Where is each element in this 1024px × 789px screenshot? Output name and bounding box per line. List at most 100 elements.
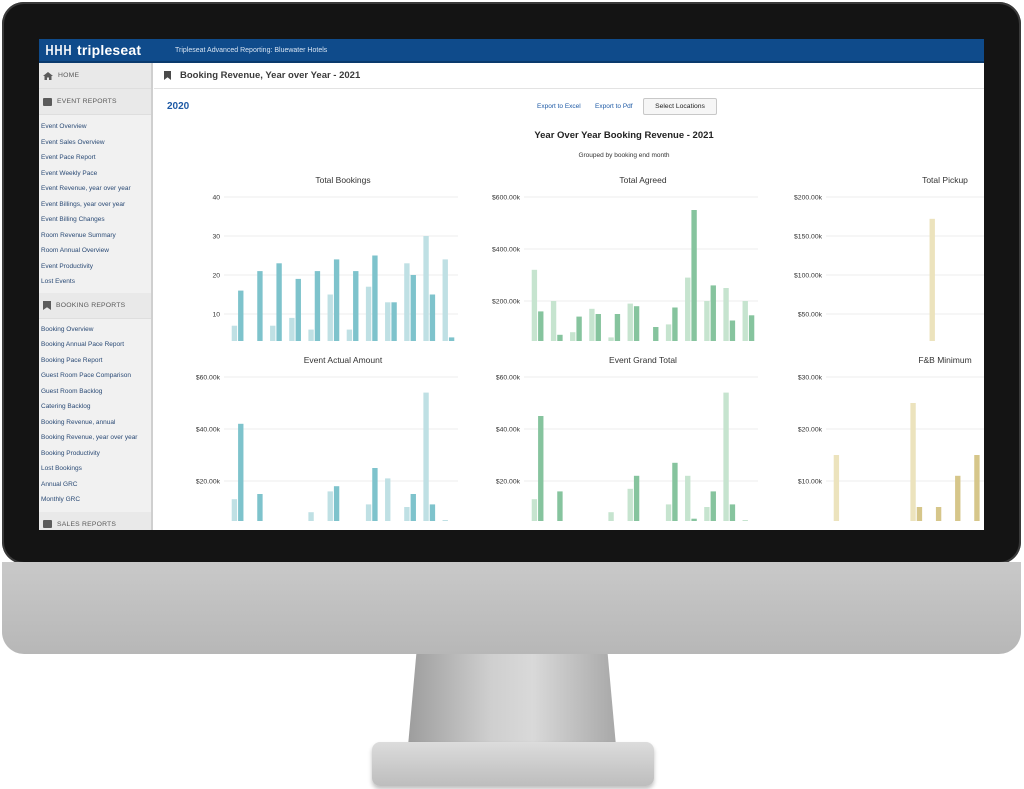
sidebar-item-event-weekly-pace[interactable]: Event Weekly Pace <box>41 169 98 177</box>
bar-2020-dec <box>442 259 448 341</box>
bar-2020-may <box>910 403 916 521</box>
sidebar-item-monthly-grc[interactable]: Monthly GRC <box>41 496 81 504</box>
bar-2020-may <box>308 512 314 521</box>
bar-2021-aug <box>372 468 378 521</box>
sidebar-item-lost-events[interactable]: Lost Events <box>41 278 75 286</box>
monitor-stand-base <box>372 742 654 786</box>
bar-2020-jan <box>531 499 538 521</box>
sidebar: HOME EVENT REPORTS Event Overview Event … <box>39 63 153 530</box>
event-grand-total-svg: Event Grand Total$.00$20.00k$40.00k$60.0… <box>496 355 758 521</box>
sidebar-item-event-sales-overview[interactable]: Event Sales Overview <box>41 138 105 146</box>
bar-2021-mar <box>276 263 282 341</box>
home-icon <box>43 71 53 80</box>
bar-2020-mar <box>270 325 276 341</box>
export-pdf-link[interactable]: Export to Pdf <box>595 103 633 110</box>
bar-2021-dec <box>448 337 455 341</box>
bar-2020-nov <box>723 288 729 341</box>
bar-2020-aug <box>365 504 372 521</box>
logo[interactable]: tripleseat <box>39 42 171 58</box>
y-tick-label: $400.00k <box>492 247 521 254</box>
sidebar-item-booking-overview[interactable]: Booking Overview <box>41 325 94 333</box>
main-content: Booking Revenue, Year over Year - 2021 2… <box>154 63 984 530</box>
bar-2021-sep <box>691 210 697 341</box>
bar-2021-nov <box>429 294 436 341</box>
sidebar-item-lost-bookings[interactable]: Lost Bookings <box>41 465 82 473</box>
bar-2021-may <box>314 271 321 341</box>
bar-2020-oct <box>404 507 410 521</box>
sidebar-section-label: SALES REPORTS <box>57 520 117 528</box>
bar-2021-mar <box>576 316 582 341</box>
bar-2021-jul <box>353 271 359 341</box>
year-label: 2020 <box>167 101 190 112</box>
export-excel-link[interactable]: Export to Excel <box>537 103 581 110</box>
bar-2020-aug <box>365 286 372 341</box>
sidebar-item-event-billings-yoy[interactable]: Event Billings, year over year <box>41 200 126 208</box>
bar-2021-aug <box>974 455 980 521</box>
sidebar-item-catering-backlog[interactable]: Catering Backlog <box>41 403 91 411</box>
bar-2020-may <box>608 512 614 521</box>
sidebar-section-booking-reports[interactable]: BOOKING REPORTS <box>39 292 152 319</box>
sidebar-item-guest-room-pace[interactable]: Guest Room Pace Comparison <box>41 372 131 380</box>
select-locations-button[interactable]: Select Locations <box>643 98 717 115</box>
bar-2021-may <box>614 314 621 341</box>
bar-2021-feb <box>557 491 563 521</box>
y-tick-label: $40.00k <box>496 427 521 434</box>
sidebar-item-room-annual-overview[interactable]: Room Annual Overview <box>41 247 109 255</box>
sidebar-section-sales-reports[interactable]: SALES REPORTS <box>39 511 152 530</box>
bar-2020-jun <box>327 491 333 521</box>
bar-2021-jan <box>238 423 244 521</box>
bar-2020-sep <box>685 277 691 341</box>
sidebar-item-event-pace-report[interactable]: Event Pace Report <box>41 154 96 162</box>
sidebar-item-booking-productivity[interactable]: Booking Productivity <box>41 449 100 457</box>
sidebar-item-booking-pace-report[interactable]: Booking Pace Report <box>41 356 103 364</box>
app-name: tripleseat <box>77 42 142 58</box>
chart-title: Total Bookings <box>315 175 370 185</box>
sidebar-home[interactable]: HOME <box>39 63 152 89</box>
sidebar-item-annual-grc[interactable]: Annual GRC <box>41 480 78 488</box>
sidebar-item-booking-annual-pace[interactable]: Booking Annual Pace Report <box>41 341 125 349</box>
bar-2021-nov <box>729 320 736 341</box>
sidebar-scrollbar[interactable] <box>151 63 153 530</box>
bar-2021-oct <box>410 494 416 521</box>
bar-2020-feb <box>550 301 557 341</box>
report-title: Year Over Year Booking Revenue - 2021 <box>534 130 714 141</box>
event-actual-amount-svg: Event Actual Amount$.00$20.00k$40.00k$60… <box>196 355 458 521</box>
y-tick-label: $10.00k <box>798 479 823 486</box>
sidebar-item-booking-revenue-annual[interactable]: Booking Revenue, annual <box>41 418 116 426</box>
sidebar-item-event-revenue-yoy[interactable]: Event Revenue, year over year <box>41 185 131 193</box>
bar-2020-mar <box>570 332 576 341</box>
fb-minimum-svg: F&B Minimum$.00$10.00k$20.00k$30.00kJanF… <box>798 355 984 521</box>
sidebar-item-booking-revenue-yoy[interactable]: Booking Revenue, year over year <box>41 434 138 442</box>
sidebar-item-guest-room-backlog[interactable]: Guest Room Backlog <box>41 387 103 395</box>
sidebar-item-event-productivity[interactable]: Event Productivity <box>41 262 94 270</box>
bar-2021-sep <box>391 302 397 341</box>
sidebar-item-event-billing-changes[interactable]: Event Billing Changes <box>41 216 105 224</box>
y-tick-label: $100.00k <box>794 273 823 280</box>
bar-2021-may <box>916 507 923 521</box>
bar-2021-dec <box>748 315 755 341</box>
sidebar-section-event-reports[interactable]: EVENT REPORTS <box>39 89 152 115</box>
chart-total-bookings: Total Bookings010203040JanFebMarAprMayJu… <box>172 169 462 341</box>
sidebar-item-room-revenue-summary[interactable]: Room Revenue Summary <box>41 231 116 239</box>
bar-2020-jan <box>231 499 238 521</box>
bar-2020-dec <box>442 520 448 521</box>
bar-2020-sep <box>385 302 391 341</box>
sidebar-section-label: EVENT REPORTS <box>57 98 117 105</box>
bar-2021-sep <box>691 518 697 521</box>
bookmark-icon <box>43 300 51 310</box>
bar-2020-may <box>608 337 614 341</box>
y-tick-label: $200.00k <box>794 195 823 202</box>
top-bar: tripleseat Tripleseat Advanced Reporting… <box>39 39 984 63</box>
y-tick-label: 30 <box>212 234 220 241</box>
bar-2021-jun <box>333 259 340 341</box>
bar-2020-jul <box>346 329 353 341</box>
bar-2020-sep <box>385 478 391 521</box>
app-subtitle: Tripleseat Advanced Reporting: Bluewater… <box>175 46 328 54</box>
bar-2021-oct <box>410 275 416 341</box>
bar-2020-aug <box>665 324 672 341</box>
bar-2021-aug <box>672 307 678 341</box>
sidebar-item-event-overview[interactable]: Event Overview <box>41 123 87 131</box>
bar-2020-nov <box>723 392 729 521</box>
bar-2020-oct <box>704 301 710 341</box>
y-tick-label: $50.00k <box>798 312 823 319</box>
